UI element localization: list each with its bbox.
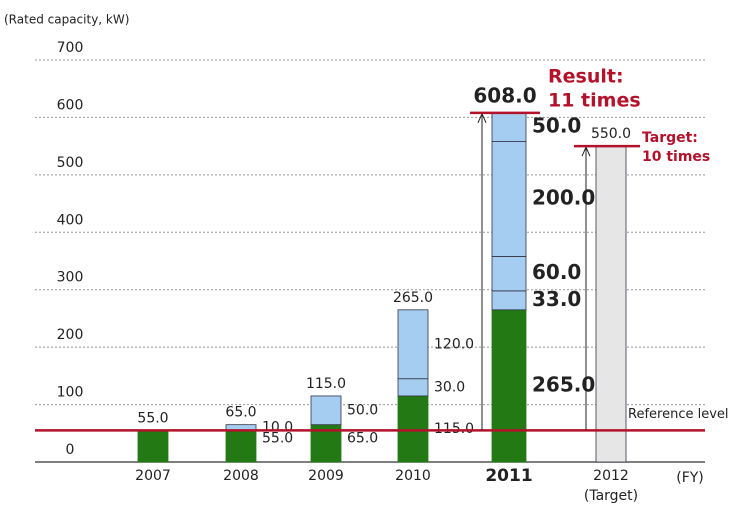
bar-segment <box>491 290 527 311</box>
segment-label: 30.0 <box>434 379 465 395</box>
y-tick-label: 700 <box>57 40 84 56</box>
bar-segment <box>310 395 342 426</box>
bar-segment <box>491 309 527 463</box>
x-axis-label: (FY) <box>676 470 704 486</box>
x-tick-label: 2010 <box>395 468 431 484</box>
segment-label: 265.0 <box>532 372 595 396</box>
total-label: 608.0 <box>473 83 536 107</box>
bar-segment <box>491 256 527 292</box>
y-tick-label: 500 <box>57 155 84 171</box>
segment-label: 65.0 <box>347 430 378 446</box>
segment-label: 10.0 <box>262 420 293 436</box>
annotation: Result: <box>548 65 624 87</box>
bar-segment <box>491 112 527 142</box>
bar-segment <box>225 430 257 463</box>
annotation: Target: <box>642 130 698 146</box>
total-label: 265.0 <box>393 290 433 306</box>
y-tick-label: 0 <box>66 442 75 458</box>
bar-segment <box>397 395 429 463</box>
y-tick-label: 400 <box>57 212 84 228</box>
segment-label: 115.0 <box>434 421 474 437</box>
segment-label: 120.0 <box>434 336 474 352</box>
bar-segment <box>397 309 429 380</box>
annotation: 11 times <box>548 89 641 111</box>
x-tick-note: (Target) <box>584 488 638 504</box>
total-label: 55.0 <box>137 410 168 426</box>
total-label: 550.0 <box>591 126 631 142</box>
annotation: 10 times <box>642 149 710 165</box>
total-label: 115.0 <box>306 376 346 392</box>
bar-segment <box>595 145 627 463</box>
x-tick-label: 2011 <box>485 466 532 486</box>
segment-label: 50.0 <box>532 114 581 138</box>
bar-segment <box>137 430 169 463</box>
y-tick-label: 200 <box>57 327 84 343</box>
y-tick-label: 100 <box>57 385 84 401</box>
x-tick-label: 2007 <box>135 468 171 484</box>
segment-label: 60.0 <box>532 260 581 284</box>
y-tick-label: 600 <box>57 97 84 113</box>
segment-label: 200.0 <box>532 185 595 209</box>
segment-label: 55.0 <box>262 430 293 446</box>
x-tick-label: 2008 <box>223 468 259 484</box>
y-tick-label: 300 <box>57 270 84 286</box>
total-label: 65.0 <box>225 405 256 421</box>
bar-segment <box>397 378 429 397</box>
reference-label: Reference level <box>628 407 729 422</box>
x-tick-label: 2012 <box>593 468 629 484</box>
segment-label: 50.0 <box>347 402 378 418</box>
x-tick-label: 2009 <box>308 468 344 484</box>
y-axis-label: (Rated capacity, kW) <box>4 13 129 27</box>
segment-label: 33.0 <box>532 287 581 311</box>
bar-segment <box>491 141 527 257</box>
